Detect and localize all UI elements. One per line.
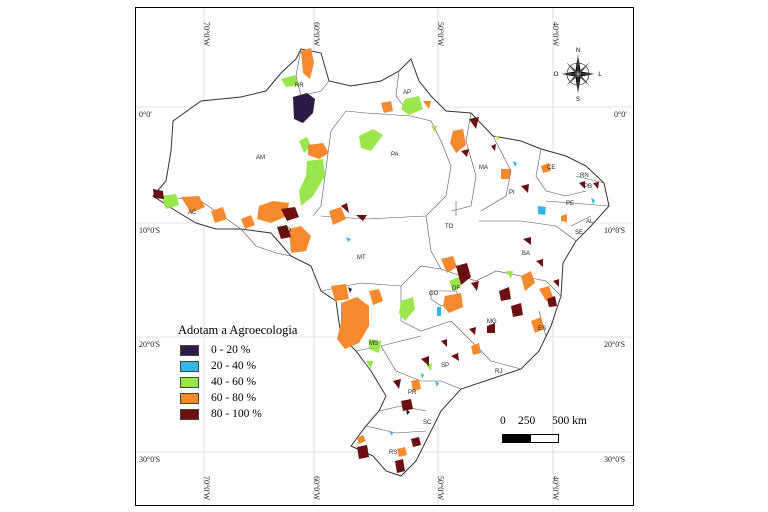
map-legend: Adotam a Agroecologia 0 - 20 % 20 - 40 %… xyxy=(178,323,297,422)
scale-bar: 0 250 500 km xyxy=(498,415,587,449)
state-label: MS xyxy=(369,341,378,347)
regions-class-60-80 xyxy=(181,48,567,457)
scale-label: 500 km xyxy=(552,415,587,427)
legend-item: 60 - 80 % xyxy=(180,390,297,406)
regions-class-40-60 xyxy=(161,75,513,371)
state-label: PR xyxy=(408,390,417,396)
longitude-label-top: 40°0'W xyxy=(551,22,560,47)
latitude-label-right: 20°0'S xyxy=(604,340,626,349)
state-label: RR xyxy=(295,83,304,89)
regions-class-20-40 xyxy=(346,161,595,436)
state-label: PB xyxy=(584,184,592,190)
latitude-label-right: 0°0' xyxy=(614,110,627,119)
latitude-label-left: 30°0'S xyxy=(139,455,161,464)
map-frame: RR AP AM PA MA CE RN PB PE AL SE PI AC R… xyxy=(135,7,634,506)
compass-rose-icon: N S O L xyxy=(553,44,603,103)
legend-swatch xyxy=(180,392,199,404)
north-letter: N xyxy=(576,48,580,54)
legend-label: 80 - 100 % xyxy=(211,408,262,420)
legend-swatch xyxy=(180,360,199,372)
state-label: RS xyxy=(389,450,397,456)
longitude-label-bottom: 40°0'W xyxy=(551,476,560,501)
legend-swatch xyxy=(180,376,199,388)
state-label: SE xyxy=(575,230,583,236)
legend-swatch xyxy=(180,408,199,420)
legend-label: 60 - 80 % xyxy=(211,392,257,404)
state-label: PE xyxy=(566,201,574,207)
longitude-label-bottom: 50°0'W xyxy=(436,476,445,501)
longitude-label-top: 70°0'W xyxy=(202,22,211,47)
state-label: AC xyxy=(188,210,197,216)
latitude-label-right: 10°0'S xyxy=(604,226,626,235)
legend-title: Adotam a Agroecologia xyxy=(178,323,298,337)
latitude-label-right: 30°0'S xyxy=(604,455,626,464)
scale-label: 0 xyxy=(500,415,506,427)
east-letter: L xyxy=(598,72,602,78)
longitude-label-top: 60°0'W xyxy=(312,22,321,47)
state-label: TO xyxy=(445,224,454,230)
state-labels: RR AP AM PA MA CE RN PB PE AL SE PI AC R… xyxy=(188,83,594,456)
map-canvas: RR AP AM PA MA CE RN PB PE AL SE PI AC R… xyxy=(136,8,633,505)
state-label: MT xyxy=(357,255,366,261)
state-label: GO xyxy=(429,291,439,297)
south-letter: S xyxy=(576,97,580,102)
legend-item: 40 - 60 % xyxy=(180,374,297,390)
latitude-label-left: 0°0' xyxy=(139,110,152,119)
state-label: BA xyxy=(522,251,530,257)
legend-label: 20 - 40 % xyxy=(211,360,257,372)
state-label: MG xyxy=(487,319,497,325)
latitude-label-left: 10°0'S xyxy=(139,226,161,235)
state-label: PA xyxy=(391,152,399,158)
state-label: DF xyxy=(452,286,460,292)
legend-label: 40 - 60 % xyxy=(211,376,257,388)
west-letter: O xyxy=(554,72,559,78)
longitude-label-bottom: 60°0'W xyxy=(312,476,321,501)
state-label: SC xyxy=(423,420,432,426)
state-label: AL xyxy=(586,219,594,225)
latitude-label-left: 20°0'S xyxy=(139,340,161,349)
legend-item: 80 - 100 % xyxy=(180,406,297,422)
regions-class-80-100 xyxy=(153,117,599,473)
legend-label: 0 - 20 % xyxy=(211,344,251,356)
legend-swatch xyxy=(180,344,199,356)
scale-bar-graphic xyxy=(502,434,559,443)
state-label: MA xyxy=(479,165,488,171)
state-label: AP xyxy=(403,90,411,96)
legend-item: 0 - 20 % xyxy=(180,342,297,358)
scale-label: 250 xyxy=(518,415,536,427)
longitude-label-top: 50°0'W xyxy=(436,22,445,47)
state-label: RJ xyxy=(495,369,502,375)
state-label: SP xyxy=(441,363,449,369)
state-label: AM xyxy=(256,155,265,161)
state-label: PI xyxy=(509,190,515,196)
state-label: RN xyxy=(580,173,589,179)
state-label: RO xyxy=(282,228,291,234)
state-label: ES xyxy=(538,326,546,332)
regions-class-0-20 xyxy=(293,93,410,415)
state-label: CE xyxy=(547,165,555,171)
legend-item: 20 - 40 % xyxy=(180,358,297,374)
longitude-label-bottom: 70°0'W xyxy=(202,476,211,501)
